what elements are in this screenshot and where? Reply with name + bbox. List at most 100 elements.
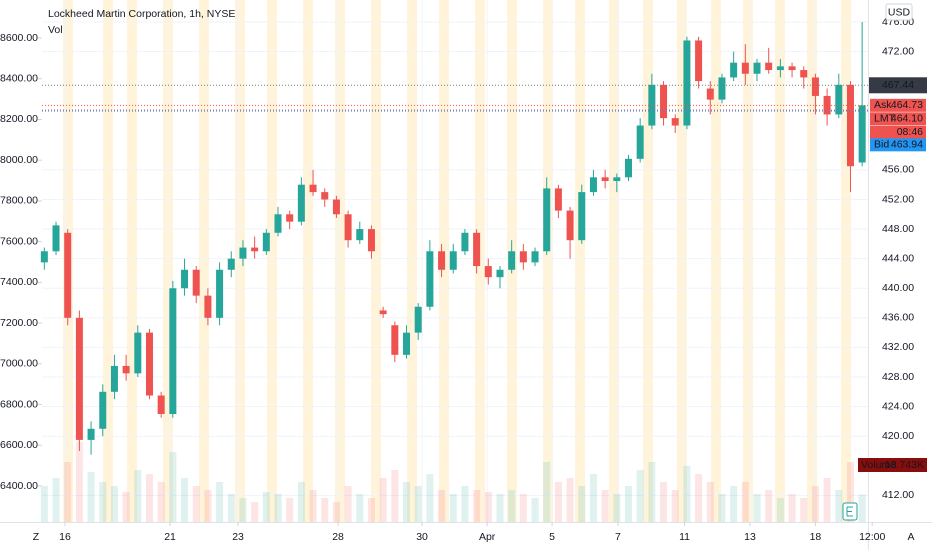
candle-body [846, 84, 854, 167]
session-band [335, 0, 345, 522]
session-band [235, 0, 245, 522]
volume-bar [204, 490, 212, 522]
candle-body [531, 251, 539, 263]
volume-bar [613, 494, 621, 522]
candle-body [64, 232, 72, 318]
candle-body [589, 177, 597, 193]
y2-tick-label: 37200.00 [0, 317, 38, 329]
candle-body [519, 251, 527, 263]
volume-bar [64, 462, 72, 522]
session-band [303, 0, 313, 522]
volume-bar [414, 486, 422, 522]
volume-bar [543, 462, 551, 522]
limit-value: 464.10 [891, 113, 923, 125]
ask-value: 464.73 [891, 99, 923, 111]
volume-bar [449, 494, 457, 522]
currency-box[interactable] [885, 3, 913, 21]
candle-body [788, 66, 796, 71]
candle-body [344, 214, 352, 241]
candle-body [718, 77, 726, 100]
session-band [199, 0, 209, 522]
volume-bar [508, 490, 516, 522]
zoom-button[interactable]: Z [33, 531, 40, 543]
x-tick-label: 28 [332, 531, 344, 543]
candle-body [251, 247, 259, 252]
session-band [711, 0, 721, 522]
volume-bar [239, 498, 247, 522]
volume-bar [800, 498, 808, 522]
x-tick-label: 16 [59, 531, 71, 543]
y-tick-label: 428.00 [882, 371, 914, 383]
y-tick-label: 440.00 [882, 282, 914, 294]
y-tick-label: 456.00 [882, 164, 914, 176]
volume-bar [835, 490, 843, 522]
axes: 476.00472.00456.00452.00448.00444.00440.… [0, 16, 927, 543]
candle-body [461, 232, 469, 252]
volume-bar [52, 478, 60, 522]
session-band [775, 0, 785, 522]
volume-bar [624, 486, 632, 522]
y2-tick-label: 36600.00 [0, 439, 38, 451]
volume-bar [356, 494, 364, 522]
volume-bar [741, 482, 749, 522]
candle-body [811, 77, 819, 96]
candle-body [297, 184, 305, 222]
session-band [609, 0, 619, 522]
volume-bar [367, 498, 375, 522]
volume-bar [344, 486, 352, 522]
earnings-glyph[interactable] [846, 506, 853, 517]
candle-body [274, 214, 282, 233]
volume-bar [403, 482, 411, 522]
volume-bar [262, 492, 270, 522]
session-band [677, 0, 687, 522]
volume-bar [695, 474, 703, 522]
volume-bar [589, 474, 597, 522]
candle-body [87, 428, 95, 440]
volume-bar [566, 478, 574, 522]
session-band [543, 0, 553, 522]
x-tick-label: 11 [679, 531, 690, 543]
x-tick-label: 30 [416, 531, 428, 543]
candle-body [660, 84, 668, 119]
volume-bar [286, 498, 294, 522]
volume-bar [531, 498, 539, 522]
candle-body [52, 225, 60, 252]
candle-body [216, 269, 224, 318]
volume-bar [496, 494, 504, 522]
x-tick-label: 7 [615, 531, 621, 543]
volume-bar [122, 492, 130, 522]
x-tick-label: 13 [744, 531, 756, 543]
currency[interactable]: USD [888, 6, 911, 18]
limit-name: LMT [874, 113, 896, 125]
volume-bar [753, 494, 761, 522]
countdown-value: 08:46 [897, 126, 923, 138]
x-tick-label: 23 [232, 531, 244, 543]
candle-body [99, 391, 107, 429]
candle-body [554, 188, 562, 211]
y-tick-label: 452.00 [882, 193, 914, 205]
volume-bar [858, 494, 866, 522]
candle-body [823, 95, 831, 115]
bid-box [870, 138, 926, 152]
candle-body [578, 192, 586, 241]
volume-bar [648, 462, 656, 522]
volume-bar [216, 482, 224, 522]
volume-bar [110, 486, 118, 522]
volume-bar [846, 462, 854, 522]
candle-body [379, 310, 387, 315]
volume-bar [40, 486, 48, 522]
volume-bar [578, 486, 586, 522]
candle-body [192, 269, 200, 296]
candle-body [204, 295, 212, 318]
auto-scale-button[interactable]: A [907, 531, 914, 543]
volume-bar [145, 474, 153, 522]
volume-bar [99, 482, 107, 522]
candle-body [543, 188, 551, 252]
candle-body [741, 62, 749, 74]
volume-layer [40, 442, 866, 522]
candle-body [321, 192, 329, 200]
earnings-icon[interactable] [842, 502, 858, 521]
candle-body [566, 210, 574, 241]
